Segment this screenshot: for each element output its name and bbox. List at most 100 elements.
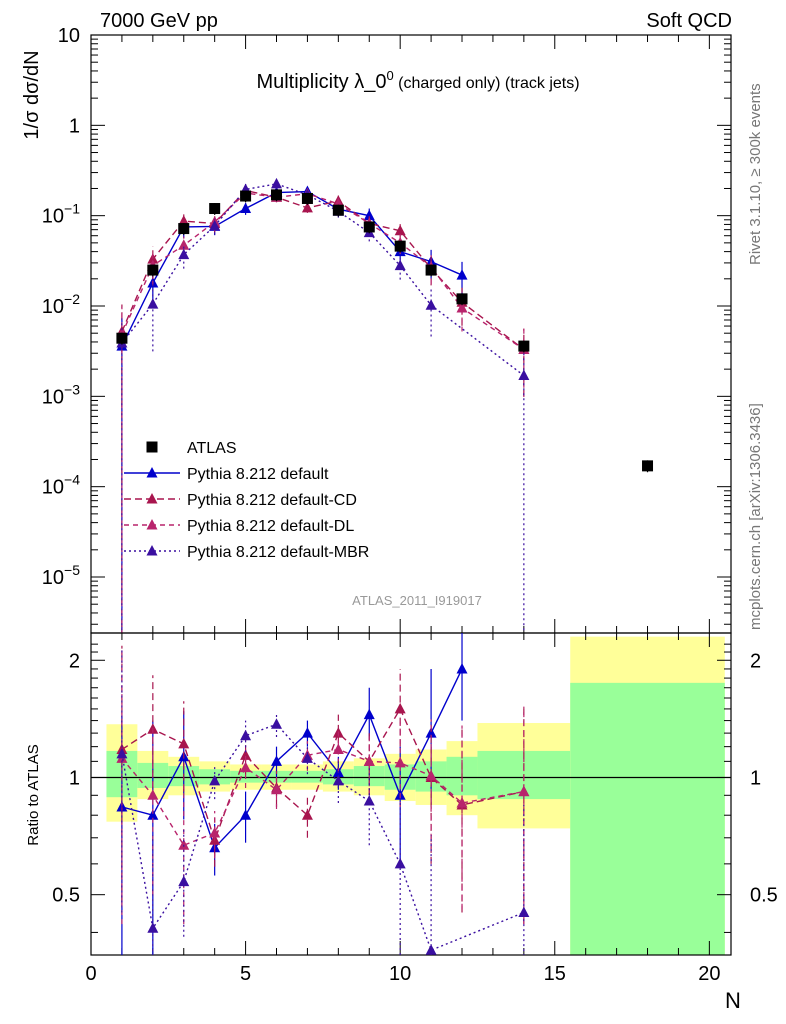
- main-point-default: [240, 202, 252, 214]
- main-point-mbr: [209, 219, 221, 231]
- atlas-point: [518, 340, 530, 352]
- main-point-mbr: [147, 298, 159, 309]
- y-tick-label: 10−1: [42, 201, 80, 228]
- legend: ATLAS Pythia 8.212 default Pythia 8.212 de…: [124, 440, 369, 561]
- main-point-dl: [178, 239, 190, 250]
- ratio-point-mbr: [425, 944, 437, 955]
- main-y-axis-label: 1/σ dσ/dN: [21, 50, 43, 139]
- main-point-cd: [301, 201, 313, 213]
- atlas-point: [116, 332, 128, 344]
- y-tick-label: 10−4: [42, 472, 80, 499]
- source-label: mcplots.cern.ch [arXiv:1306.3436]: [747, 403, 764, 630]
- ratio-point-mbr: [147, 922, 159, 933]
- y-tick-base: 10: [42, 567, 64, 589]
- ratio-point-dl: [147, 789, 159, 800]
- y-tick-exp: −3: [64, 381, 80, 397]
- reference-label: ATLAS_2011_I919017: [352, 593, 482, 608]
- y-tick-base: 10: [42, 206, 64, 228]
- ratio-point-default: [147, 809, 159, 820]
- main-point-mbr: [178, 248, 190, 260]
- ratio-point-mbr: [209, 774, 221, 786]
- ratio-point-default: [301, 727, 313, 738]
- legend-label-mbr: Pythia 8.212 default-MBR: [187, 544, 369, 561]
- main-line-mbr: [121, 183, 525, 377]
- atlas-point: [301, 192, 313, 204]
- main-line-default: [121, 190, 463, 347]
- main-point-default: [363, 209, 375, 221]
- main-point-dl: [456, 302, 468, 313]
- atlas-point: [147, 264, 159, 276]
- main-point-default: [456, 269, 468, 280]
- legend-marker-atlas: [146, 441, 158, 453]
- legend-label-dl: Pythia 8.212 default-DL: [187, 518, 354, 535]
- main-series-group: [116, 177, 654, 633]
- ratio-y-axis-label: Ratio to ATLAS: [25, 744, 42, 845]
- ratio-point-dl: [178, 839, 190, 850]
- y-tick-base: 10: [42, 296, 64, 318]
- legend-marker-mbr: [146, 545, 158, 556]
- y-tick-label: 1: [69, 115, 80, 137]
- main-point-mbr: [425, 299, 437, 310]
- ratio-point-mbr: [394, 857, 406, 869]
- ratio-point-cd: [301, 809, 313, 820]
- x-tick-label: 20: [698, 963, 720, 985]
- main-point-mbr: [271, 177, 283, 189]
- ratio-point-mbr: [332, 774, 344, 786]
- atlas-point: [240, 190, 252, 202]
- ratio-point-dl: [209, 827, 221, 838]
- ratio-band-inner: [291, 770, 323, 783]
- ratio-y-tick-label-right: 1: [750, 767, 761, 789]
- ratio-point-dl: [363, 755, 375, 766]
- rivet-label: Rivet 3.1.10, ≥ 300k events: [747, 83, 764, 265]
- y-tick-label: 10: [58, 25, 80, 47]
- y-tick-label: 10−2: [42, 291, 80, 318]
- ratio-point-default: [271, 755, 283, 766]
- ratio-y-tick-label: 2: [69, 650, 80, 672]
- x-tick-label: 15: [544, 963, 566, 985]
- main-point-cd: [394, 224, 406, 236]
- atlas-point: [456, 293, 468, 305]
- ratio-point-mbr: [518, 906, 530, 918]
- ratio-frame: [90, 632, 732, 956]
- main-point-mbr: [394, 259, 406, 271]
- y-tick-base: 10: [58, 25, 80, 47]
- atlas-point: [271, 189, 283, 201]
- legend-marker-dl: [146, 519, 158, 530]
- ratio-point-dl: [394, 756, 406, 768]
- ratio-y-tick-label-right: 0.5: [750, 885, 778, 907]
- atlas-point: [363, 221, 375, 233]
- legend-label-atlas: ATLAS: [187, 440, 237, 457]
- ratio-series-group: [116, 633, 530, 955]
- ratio-line-default: [121, 668, 463, 850]
- legend-label-default: Pythia 8.212 default: [187, 466, 329, 483]
- ratio-point-mbr: [240, 729, 252, 741]
- main-title: Multiplicity λ_00 (charged only) (track …: [256, 68, 579, 93]
- y-tick-base: 10: [42, 477, 64, 499]
- y-tick-exp: −5: [64, 562, 80, 578]
- ratio-plot: 0 5 10 15 20 0.5 0.5 1 1 2 2: [52, 632, 778, 985]
- ratio-y-tick-label: 0.5: [52, 885, 80, 907]
- ratio-point-mbr: [363, 795, 375, 806]
- x-tick-label: 10: [389, 963, 411, 985]
- x-tick-label: 5: [240, 963, 251, 985]
- y-tick-exp: −1: [64, 201, 80, 217]
- main-point-cd: [178, 215, 190, 226]
- ratio-y-tick-label-right: 2: [750, 650, 761, 672]
- atlas-point: [642, 460, 654, 472]
- ratio-point-default: [240, 809, 252, 820]
- ratio-y-tick-label: 1: [69, 767, 80, 789]
- ratio-point-default: [425, 727, 437, 738]
- main-title-rest: (charged only) (track jets): [394, 75, 580, 92]
- atlas-point: [209, 203, 221, 215]
- y-tick-exp: −4: [64, 472, 80, 488]
- ratio-point-dl: [456, 796, 468, 808]
- ratio-point-mbr: [271, 718, 283, 729]
- ratio-point-default: [363, 708, 375, 720]
- ratio-point-cd: [394, 702, 406, 714]
- atlas-point: [332, 204, 344, 216]
- main-line-dl: [121, 192, 525, 351]
- legend-marker-default: [146, 467, 158, 478]
- header-right: Soft QCD: [646, 10, 732, 32]
